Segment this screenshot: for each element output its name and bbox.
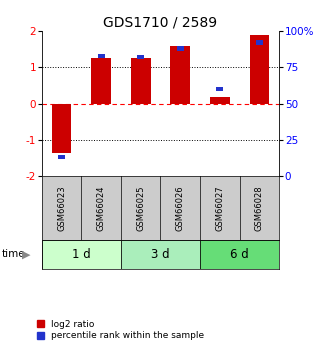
Bar [249,36,269,104]
Bar [210,97,230,104]
Bar [256,40,263,45]
Bar [121,240,200,269]
Text: GSM66028: GSM66028 [255,185,264,231]
Bar [200,240,279,269]
Text: GSM66025: GSM66025 [136,185,145,231]
Bar [52,104,71,152]
Text: GSM66024: GSM66024 [97,185,106,231]
Bar [216,87,223,91]
Text: 6 d: 6 d [230,248,249,261]
Bar [137,55,144,59]
Legend: log2 ratio, percentile rank within the sample: log2 ratio, percentile rank within the s… [37,320,204,341]
Text: time: time [2,249,25,259]
Text: 1 d: 1 d [72,248,91,261]
Text: GSM66026: GSM66026 [176,185,185,231]
Text: ▶: ▶ [22,249,30,259]
Title: GDS1710 / 2589: GDS1710 / 2589 [103,16,218,30]
Bar [131,58,151,104]
Bar [98,53,105,58]
Bar [91,58,111,104]
Bar [58,155,65,159]
Bar [170,46,190,104]
Bar [177,46,184,51]
Text: GSM66023: GSM66023 [57,185,66,231]
Text: 3 d: 3 d [151,248,170,261]
Text: GSM66027: GSM66027 [215,185,224,231]
Bar [42,240,121,269]
